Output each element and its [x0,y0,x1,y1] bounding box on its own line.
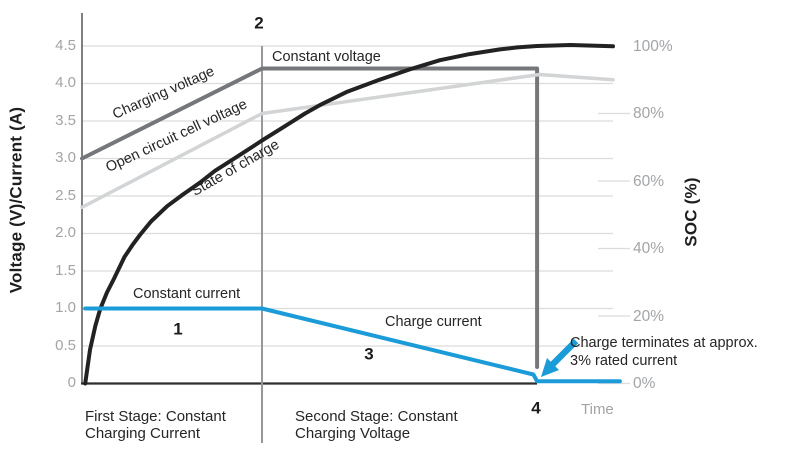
marker-2: 2 [254,13,264,33]
y-right-tick-20: 20% [633,307,665,325]
constant-voltage-label: Constant voltage [272,49,381,65]
y-left-tick-4.0: 4.0 [55,74,76,91]
y-left-tick-3.0: 3.0 [55,149,76,166]
termination-annotation-line2: 3% rated current [570,353,678,369]
y-right-tick-40: 40% [633,240,665,257]
time-axis-label: Time [581,401,614,418]
y-right-tick-80: 80% [633,105,665,122]
state-of-charge-line [83,43,615,386]
stage2-caption-line1: Second Stage: Constant [295,408,458,425]
marker-3: 3 [364,344,374,364]
y-left-tick-0.5: 0.5 [55,336,76,354]
y-right-tick-60: 60% [633,172,665,190]
termination-annotation-line1: Charge terminates at approx. [570,335,758,351]
y-left-tick-1.5: 1.5 [55,261,76,279]
y-left-tick-0: 0 [67,374,76,391]
stage1-caption-line1: First Stage: Constant [85,408,226,425]
y-right-tick-0: 0% [633,375,656,392]
charge-current-label: Charge current [385,314,482,330]
marker-4: 4 [531,398,541,418]
stage2-caption: Second Stage: Constant Charging Voltage [295,408,458,442]
termination-annotation: Charge terminates at approx. 3% rated cu… [570,334,758,370]
open-circuit-cell-voltage-line [80,72,615,210]
y-right-tick-100: 100% [633,37,673,55]
y-left-tick-2.0: 2.0 [55,224,76,241]
left-axis-title: Voltage (V)/Current (A) [6,106,26,294]
y-left-tick-3.5: 3.5 [55,111,76,129]
termination-arrow-icon [541,338,579,377]
y-left-tick-2.5: 2.5 [55,186,76,204]
charging-voltage-line [80,66,540,369]
y-left-tick-1.0: 1.0 [55,299,76,316]
charge-current-line [83,306,622,384]
stage1-caption: First Stage: Constant Charging Current [85,408,226,442]
marker-1: 1 [173,319,183,339]
constant-current-label: Constant current [133,286,241,302]
stage1-caption-line2: Charging Current [85,424,201,442]
y-left-tick-4.5: 4.5 [55,36,76,54]
right-axis-title: SOC (%) [681,177,701,247]
stage2-caption-line2: Charging Voltage [295,424,411,442]
